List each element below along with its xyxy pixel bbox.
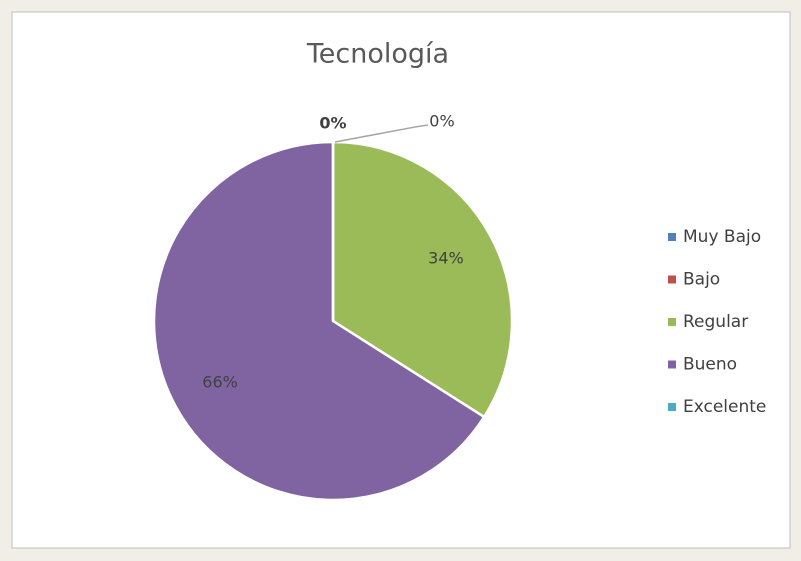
pie-slice	[152, 140, 486, 502]
leader-line	[334, 124, 429, 143]
legend-marker	[668, 275, 676, 284]
legend-label: Muy Bajo	[683, 227, 761, 247]
legend-marker	[668, 233, 676, 241]
chart-title: Tecnología	[306, 39, 449, 70]
data-label: 0%	[429, 112, 454, 131]
legend-label: Excelente	[683, 397, 766, 417]
data-label: 0%	[319, 114, 346, 133]
legend-label: Bajo	[683, 270, 720, 290]
legend-label: Bueno	[683, 355, 737, 375]
legend-label: Regular	[683, 312, 748, 332]
data-label: 66%	[202, 373, 238, 392]
data-label: 34%	[428, 248, 464, 267]
legend-marker	[668, 318, 676, 326]
legend-marker	[668, 360, 676, 369]
legend-marker	[668, 403, 676, 411]
